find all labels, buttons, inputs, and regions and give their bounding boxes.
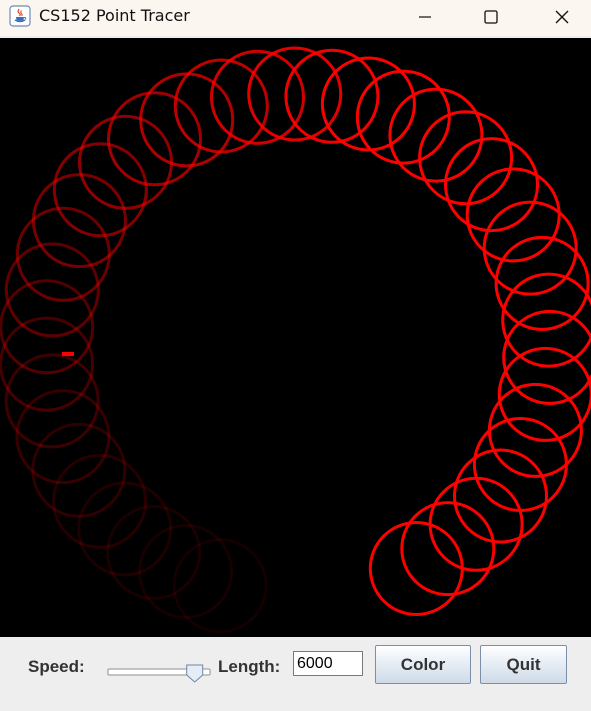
minimize-icon (419, 16, 431, 18)
trace-loop (355, 69, 451, 165)
trace-loop (284, 48, 380, 144)
trace-loop (502, 309, 591, 405)
trace-loop (482, 200, 578, 296)
trace-loop (0, 316, 95, 412)
trace-loop (501, 272, 591, 368)
color-button[interactable]: Color (375, 645, 471, 684)
trace-loop (107, 91, 202, 187)
trace-loop (52, 142, 148, 238)
minimize-button[interactable] (396, 0, 454, 34)
length-label: Length: (218, 657, 281, 676)
close-icon (555, 10, 569, 24)
slider-thumb[interactable] (186, 664, 204, 683)
trace-loop (400, 501, 496, 597)
trace-loop (368, 521, 464, 616)
trace-loop (77, 481, 173, 577)
trace-loop (494, 235, 590, 331)
trace-loop (320, 56, 416, 152)
slider-track (107, 668, 211, 676)
title-bar[interactable]: CS152 Point Tracer (0, 0, 591, 36)
speed-slider[interactable] (106, 651, 212, 683)
trace-point-marker (62, 352, 74, 356)
trace-loop (465, 167, 561, 263)
trace-loop (52, 453, 148, 549)
maximize-icon (484, 10, 498, 24)
close-button[interactable] (533, 0, 591, 34)
trace-loop (138, 524, 234, 619)
trace-loop (444, 137, 539, 233)
trace-loop (497, 346, 591, 442)
trace-loop (247, 46, 343, 142)
trace-loop (15, 206, 111, 302)
point-trace (0, 38, 591, 637)
maximize-button[interactable] (462, 0, 520, 34)
trace-loop (453, 448, 548, 544)
trace-loop (172, 538, 268, 634)
length-input[interactable] (293, 651, 363, 676)
trace-loop (418, 110, 514, 206)
trace-loop (31, 422, 127, 518)
trace-loop (210, 49, 305, 145)
speed-label: Speed: (28, 657, 85, 676)
quit-button[interactable]: Quit (480, 645, 567, 684)
trace-loop (31, 173, 127, 269)
java-icon (9, 5, 31, 27)
trace-loop (15, 389, 111, 485)
control-panel: Speed: Length: Color Quit (0, 637, 591, 711)
drawing-canvas[interactable] (0, 38, 591, 637)
trace-loop (4, 242, 100, 338)
trace-loop (388, 87, 484, 183)
trace-loop (0, 279, 95, 375)
trace-loop (106, 505, 202, 600)
trace-loop (173, 58, 269, 154)
window-title: CS152 Point Tracer (39, 6, 190, 25)
trace-loop (4, 353, 100, 449)
